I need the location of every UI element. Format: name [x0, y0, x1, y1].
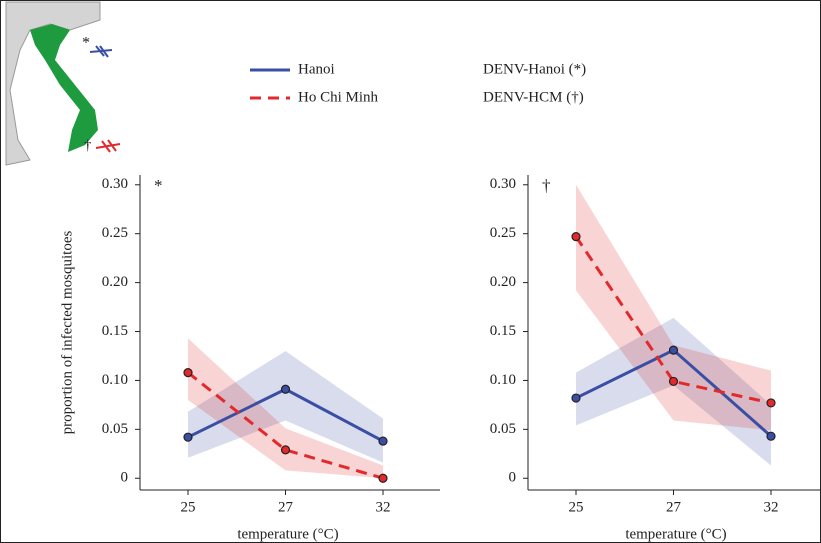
y-tick-label: 0.25	[490, 225, 516, 241]
data-point	[280, 384, 291, 394]
y-tick-label: 0.30	[490, 176, 516, 192]
confidence-band	[576, 184, 771, 431]
mosquito-icon	[89, 45, 113, 58]
legend-note: DENV-Hanoi (*)	[483, 61, 586, 77]
confidence-band	[576, 317, 771, 466]
y-tick-label: 0.20	[102, 274, 128, 290]
map-marker: †	[84, 137, 92, 153]
map-land	[5, 1, 101, 166]
data-point	[378, 436, 388, 446]
y-tick-label: 0.20	[490, 274, 516, 290]
data-point	[766, 431, 776, 441]
y-tick-label: 0.05	[102, 421, 128, 437]
x-tick-label: 32	[764, 499, 779, 515]
y-tick-label: 0	[509, 470, 517, 486]
data-point	[668, 376, 679, 387]
data-point	[280, 445, 291, 455]
y-axis-label: proportion of infected mosquitoes	[59, 230, 75, 434]
series-line	[187, 371, 384, 480]
legend-label: Ho Chi Minh	[298, 89, 379, 105]
panel-label: *	[154, 176, 163, 195]
data-point	[183, 432, 193, 442]
data-point	[668, 345, 679, 355]
x-tick-label: 25	[181, 499, 196, 515]
data-point	[571, 232, 581, 242]
x-tick-label: 27	[278, 499, 294, 515]
series-line	[574, 235, 772, 405]
mosquito-icon	[95, 139, 121, 153]
x-tick-label: 32	[376, 499, 391, 515]
x-axis-label: temperature (°C)	[625, 526, 726, 542]
data-point	[766, 398, 776, 408]
y-tick-label: 0	[121, 470, 129, 486]
x-tick-label: 27	[666, 499, 682, 515]
confidence-band	[188, 351, 383, 463]
panel-label: †	[542, 176, 551, 195]
data-point	[571, 393, 581, 403]
y-tick-label: 0.15	[102, 323, 128, 339]
y-tick-label: 0.05	[490, 421, 516, 437]
legend-label: Hanoi	[298, 61, 335, 77]
y-tick-label: 0.10	[102, 372, 128, 388]
y-tick-label: 0.10	[490, 372, 516, 388]
legend-note: DENV-HCM (†)	[483, 89, 584, 105]
data-point	[183, 368, 193, 378]
data-point	[378, 473, 388, 483]
x-tick-label: 25	[569, 499, 584, 515]
map-marker: *	[82, 35, 90, 52]
map-vietnam	[30, 24, 98, 152]
x-axis-label: temperature (°C)	[237, 526, 338, 542]
map: * †	[5, 1, 121, 166]
y-tick-label: 0.15	[490, 323, 516, 339]
y-tick-label: 0.30	[102, 176, 128, 192]
y-tick-label: 0.25	[102, 225, 128, 241]
